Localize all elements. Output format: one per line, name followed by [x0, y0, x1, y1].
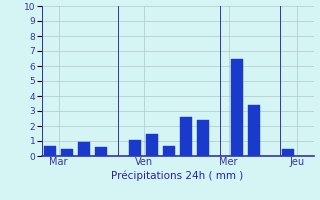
Bar: [146, 134, 158, 156]
Bar: [95, 147, 107, 156]
Bar: [129, 140, 141, 156]
Bar: [61, 148, 73, 156]
Bar: [78, 142, 90, 156]
Bar: [180, 117, 192, 156]
Bar: [248, 105, 260, 156]
X-axis label: Précipitations 24h ( mm ): Précipitations 24h ( mm ): [111, 170, 244, 181]
Bar: [282, 148, 294, 156]
Bar: [163, 146, 175, 156]
Bar: [44, 146, 56, 156]
Bar: [197, 120, 209, 156]
Bar: [231, 58, 243, 156]
